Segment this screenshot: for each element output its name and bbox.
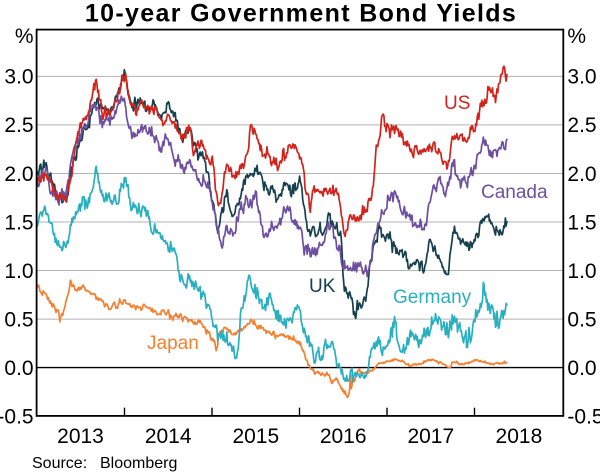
svg-text:1.0: 1.0 xyxy=(567,260,596,283)
svg-text:2015: 2015 xyxy=(232,425,279,448)
svg-text:1.0: 1.0 xyxy=(4,260,33,283)
svg-text:0.0: 0.0 xyxy=(567,357,596,380)
svg-text:2013: 2013 xyxy=(57,425,104,448)
svg-text:Bloomberg: Bloomberg xyxy=(100,455,177,472)
svg-text:2017: 2017 xyxy=(407,425,454,448)
svg-text:-0.5: -0.5 xyxy=(0,405,34,428)
svg-text:%: % xyxy=(567,25,586,48)
svg-text:2.5: 2.5 xyxy=(4,114,33,137)
svg-text:1.5: 1.5 xyxy=(567,211,596,234)
svg-text:2.0: 2.0 xyxy=(4,163,33,186)
svg-text:2.5: 2.5 xyxy=(567,114,596,137)
svg-text:Germany: Germany xyxy=(393,287,472,308)
svg-text:0.0: 0.0 xyxy=(4,357,33,380)
svg-text:-0.5: -0.5 xyxy=(567,405,600,428)
svg-text:2018: 2018 xyxy=(496,425,543,448)
svg-text:3.0: 3.0 xyxy=(567,66,596,89)
svg-text:Source:: Source: xyxy=(32,455,87,472)
svg-text:3.0: 3.0 xyxy=(4,66,33,89)
svg-text:0.5: 0.5 xyxy=(4,308,33,331)
svg-text:Canada: Canada xyxy=(481,182,548,203)
svg-text:1.5: 1.5 xyxy=(4,211,33,234)
svg-text:%: % xyxy=(15,25,34,48)
svg-text:2.0: 2.0 xyxy=(567,163,596,186)
svg-text:2014: 2014 xyxy=(145,425,192,448)
svg-text:Japan: Japan xyxy=(147,333,199,354)
svg-text:US: US xyxy=(444,93,470,114)
svg-text:0.5: 0.5 xyxy=(567,308,596,331)
svg-text:10-year Government Bond Yields: 10-year Government Bond Yields xyxy=(85,0,517,28)
svg-text:UK: UK xyxy=(309,276,336,297)
svg-text:2016: 2016 xyxy=(320,425,367,448)
